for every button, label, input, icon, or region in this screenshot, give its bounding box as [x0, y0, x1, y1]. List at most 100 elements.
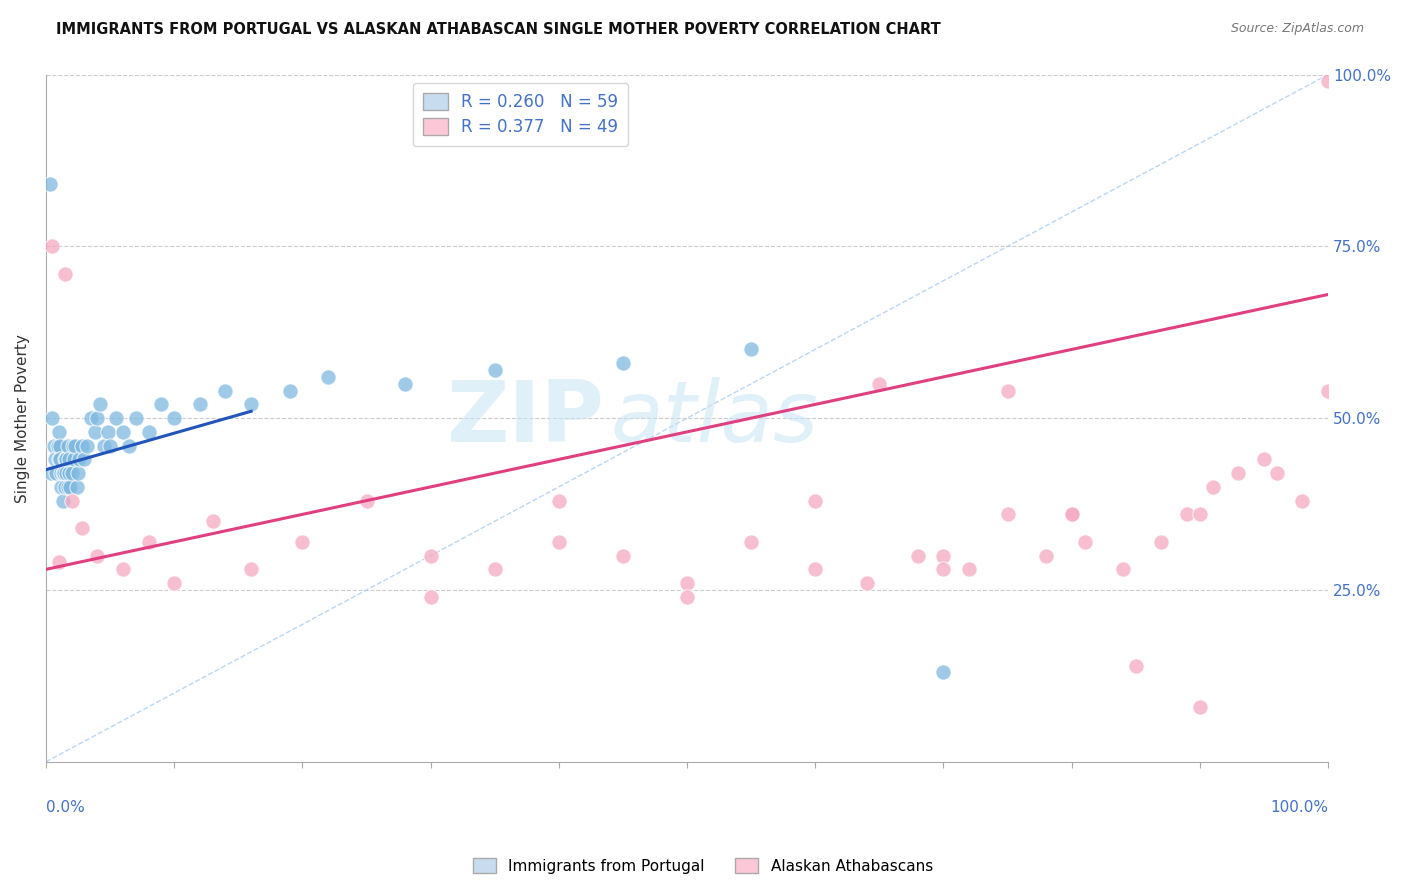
Point: [1035, 549, 1057, 563]
Point: [67, 452, 90, 467]
Point: [56, 480, 79, 494]
Point: [316, 370, 339, 384]
Point: [60, 466, 83, 480]
Point: [214, 384, 236, 398]
Point: [419, 549, 441, 563]
Point: [1317, 74, 1340, 88]
Text: IMMIGRANTS FROM PORTUGAL VS ALASKAN ATHABASCAN SINGLE MOTHER POVERTY CORRELATION: IMMIGRANTS FROM PORTUGAL VS ALASKAN ATHA…: [56, 22, 941, 37]
Point: [356, 493, 378, 508]
Point: [58, 452, 80, 467]
Point: [111, 425, 134, 439]
Point: [53, 452, 76, 467]
Y-axis label: Single Mother Poverty: Single Mother Poverty: [15, 334, 30, 502]
Point: [93, 439, 115, 453]
Point: [1060, 508, 1083, 522]
Point: [138, 534, 160, 549]
Point: [76, 439, 98, 453]
Point: [89, 397, 111, 411]
Point: [41, 239, 63, 253]
Text: atlas: atlas: [610, 376, 818, 459]
Point: [1150, 534, 1173, 549]
Point: [676, 590, 699, 604]
Point: [51, 466, 73, 480]
Point: [394, 376, 416, 391]
Point: [932, 665, 955, 680]
Point: [547, 493, 569, 508]
Point: [70, 439, 93, 453]
Point: [997, 508, 1019, 522]
Legend: R = 0.260   N = 59, R = 0.377   N = 49: R = 0.260 N = 59, R = 0.377 N = 49: [413, 83, 628, 146]
Point: [60, 493, 83, 508]
Point: [201, 514, 224, 528]
Point: [419, 590, 441, 604]
Point: [49, 452, 72, 467]
Point: [1202, 480, 1225, 494]
Point: [138, 425, 160, 439]
Point: [39, 466, 62, 480]
Point: [1060, 508, 1083, 522]
Point: [907, 549, 929, 563]
Point: [118, 439, 141, 453]
Point: [48, 425, 70, 439]
Point: [1112, 562, 1135, 576]
Point: [163, 411, 186, 425]
Point: [547, 534, 569, 549]
Point: [52, 466, 75, 480]
Point: [58, 466, 80, 480]
Point: [278, 384, 301, 398]
Point: [98, 439, 121, 453]
Point: [62, 439, 84, 453]
Point: [1125, 658, 1147, 673]
Point: [48, 556, 70, 570]
Point: [59, 480, 82, 494]
Point: [38, 178, 60, 192]
Point: [86, 549, 108, 563]
Point: [83, 425, 105, 439]
Point: [932, 549, 955, 563]
Point: [80, 411, 103, 425]
Point: [51, 480, 73, 494]
Point: [740, 343, 762, 357]
Point: [1188, 508, 1211, 522]
Point: [1265, 466, 1288, 480]
Point: [1227, 466, 1250, 480]
Point: [240, 397, 263, 411]
Point: [55, 452, 77, 467]
Point: [111, 562, 134, 576]
Point: [63, 452, 86, 467]
Point: [997, 384, 1019, 398]
Point: [932, 562, 955, 576]
Point: [86, 411, 108, 425]
Point: [163, 576, 186, 591]
Point: [65, 439, 87, 453]
Point: [1317, 384, 1340, 398]
Point: [53, 480, 76, 494]
Point: [1175, 508, 1198, 522]
Point: [484, 363, 506, 377]
Point: [53, 267, 76, 281]
Point: [855, 576, 877, 591]
Text: 0.0%: 0.0%: [46, 799, 84, 814]
Point: [1188, 699, 1211, 714]
Point: [73, 452, 96, 467]
Point: [1073, 534, 1095, 549]
Point: [66, 466, 89, 480]
Point: [45, 466, 67, 480]
Text: 100.0%: 100.0%: [1270, 799, 1329, 814]
Point: [96, 425, 118, 439]
Point: [66, 480, 89, 494]
Point: [612, 356, 634, 370]
Point: [676, 576, 699, 591]
Point: [52, 493, 75, 508]
Point: [188, 397, 211, 411]
Point: [484, 562, 506, 576]
Point: [612, 549, 634, 563]
Point: [804, 562, 827, 576]
Point: [740, 534, 762, 549]
Point: [56, 439, 79, 453]
Text: Source: ZipAtlas.com: Source: ZipAtlas.com: [1230, 22, 1364, 36]
Point: [42, 439, 65, 453]
Point: [1291, 493, 1313, 508]
Point: [957, 562, 980, 576]
Text: ZIP: ZIP: [446, 376, 603, 459]
